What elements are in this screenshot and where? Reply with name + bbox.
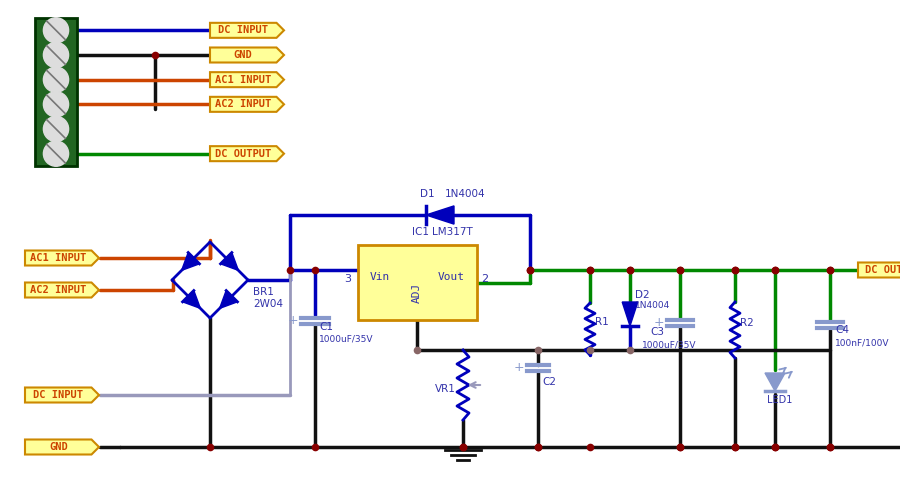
- Text: R2: R2: [740, 318, 754, 328]
- Circle shape: [43, 18, 68, 43]
- Circle shape: [43, 117, 68, 141]
- Text: AC2 INPUT: AC2 INPUT: [30, 285, 86, 295]
- Polygon shape: [220, 252, 238, 270]
- Text: 1000uF/35V: 1000uF/35V: [642, 340, 697, 349]
- Polygon shape: [25, 439, 99, 454]
- Text: Vin: Vin: [370, 272, 391, 283]
- Text: R1: R1: [595, 317, 608, 327]
- Polygon shape: [25, 250, 99, 265]
- Text: GND: GND: [234, 50, 253, 60]
- Text: DC OUTPUT: DC OUTPUT: [865, 265, 900, 275]
- Polygon shape: [622, 302, 638, 326]
- Text: LED1: LED1: [767, 395, 792, 405]
- Text: C1: C1: [319, 322, 333, 332]
- Text: C3: C3: [650, 327, 664, 337]
- Text: 2W04: 2W04: [253, 299, 283, 309]
- Text: IC1: IC1: [412, 227, 429, 237]
- Text: D1: D1: [420, 189, 435, 199]
- Text: D2: D2: [635, 290, 650, 300]
- Circle shape: [43, 42, 68, 67]
- Text: 1N4004: 1N4004: [445, 189, 486, 199]
- Text: AC1 INPUT: AC1 INPUT: [30, 253, 86, 263]
- FancyBboxPatch shape: [35, 18, 77, 166]
- Text: Vout: Vout: [438, 272, 465, 283]
- Circle shape: [43, 92, 68, 117]
- Polygon shape: [426, 206, 454, 224]
- FancyBboxPatch shape: [358, 245, 477, 320]
- Polygon shape: [210, 23, 284, 38]
- Text: AC2 INPUT: AC2 INPUT: [215, 99, 272, 109]
- Text: DC INPUT: DC INPUT: [218, 25, 268, 35]
- Polygon shape: [858, 262, 900, 277]
- Text: +: +: [513, 361, 524, 374]
- Polygon shape: [765, 373, 785, 391]
- Polygon shape: [182, 252, 200, 270]
- Polygon shape: [210, 48, 284, 62]
- Polygon shape: [25, 283, 99, 298]
- Polygon shape: [183, 291, 201, 309]
- Text: 100nF/100V: 100nF/100V: [835, 338, 889, 347]
- Polygon shape: [210, 72, 284, 87]
- Circle shape: [43, 67, 68, 92]
- Text: DC OUTPUT: DC OUTPUT: [215, 149, 272, 159]
- Text: BR1: BR1: [253, 287, 274, 297]
- Text: C2: C2: [542, 377, 556, 387]
- Polygon shape: [25, 387, 99, 402]
- Text: AC1 INPUT: AC1 INPUT: [215, 75, 272, 85]
- Text: 1N4004: 1N4004: [635, 301, 670, 310]
- Text: +: +: [653, 316, 664, 329]
- Text: +: +: [287, 314, 298, 327]
- Text: C4: C4: [835, 325, 849, 335]
- Text: 1000uF/35V: 1000uF/35V: [319, 335, 373, 344]
- Text: 3: 3: [345, 274, 352, 285]
- Circle shape: [43, 141, 68, 166]
- Text: DC INPUT: DC INPUT: [33, 390, 83, 400]
- Text: ADJ: ADJ: [412, 282, 422, 303]
- Polygon shape: [210, 146, 284, 161]
- Polygon shape: [220, 291, 238, 309]
- Polygon shape: [210, 97, 284, 112]
- Text: LM317T: LM317T: [432, 227, 473, 237]
- Text: 2: 2: [482, 274, 489, 285]
- Text: VR1: VR1: [435, 384, 456, 394]
- Text: GND: GND: [49, 442, 68, 452]
